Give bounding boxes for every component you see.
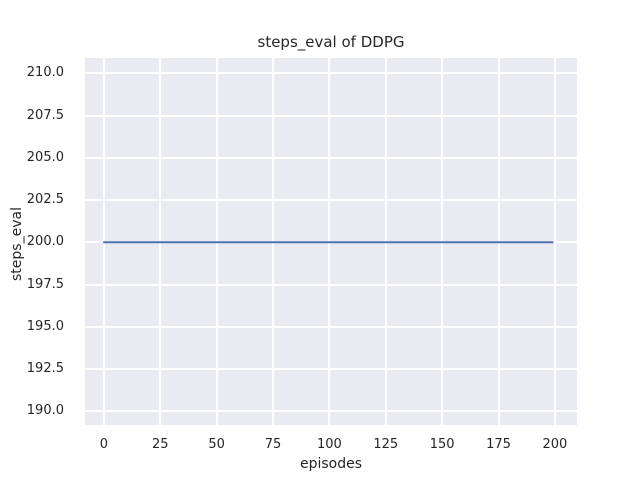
x-tick-label: 100 <box>316 437 342 452</box>
y-tick-label: 192.5 <box>26 361 64 377</box>
y-axis-label: steps_eval <box>9 207 25 281</box>
x-axis-label: episodes <box>299 456 363 472</box>
chart-title: steps_eval of DDPG <box>257 33 405 51</box>
y-tick-label: 195.0 <box>26 318 64 334</box>
y-gridline <box>85 114 577 117</box>
y-gridline <box>85 325 577 328</box>
x-tick-label: 150 <box>429 437 455 452</box>
x-tick-label: 75 <box>264 437 282 452</box>
y-tick-label: 205.0 <box>26 149 64 165</box>
plot-area <box>85 58 577 425</box>
y-gridline <box>85 410 577 413</box>
y-tick-label: 210.0 <box>26 65 64 81</box>
y-gridline <box>85 199 577 202</box>
y-tick-label: 200.0 <box>26 234 64 250</box>
series-layer <box>102 241 554 244</box>
y-tick-label: 207.5 <box>26 107 64 123</box>
x-tick-label: 175 <box>486 437 511 452</box>
y-gridline <box>85 283 577 286</box>
x-tick-label: 0 <box>99 437 109 452</box>
y-gridline <box>85 156 577 159</box>
y-tick-label: 190.0 <box>26 403 64 419</box>
x-tick-label: 25 <box>152 437 169 452</box>
x-tick-label: 125 <box>373 437 399 452</box>
y-gridline <box>85 368 577 371</box>
y-tick-label: 202.5 <box>26 192 64 208</box>
x-tick-label: 200 <box>542 437 568 452</box>
y-tick-label: 197.5 <box>26 276 64 292</box>
x-tick-label: 50 <box>208 437 225 452</box>
y-gridline <box>85 72 577 75</box>
